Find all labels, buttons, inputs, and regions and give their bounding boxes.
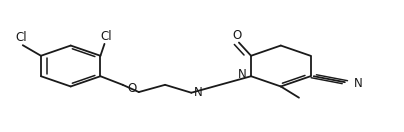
Text: Cl: Cl — [15, 31, 27, 44]
Text: N: N — [194, 86, 203, 99]
Text: Cl: Cl — [101, 30, 112, 43]
Text: N: N — [354, 77, 362, 90]
Text: O: O — [232, 29, 242, 42]
Text: O: O — [127, 82, 136, 95]
Text: N: N — [238, 68, 247, 81]
